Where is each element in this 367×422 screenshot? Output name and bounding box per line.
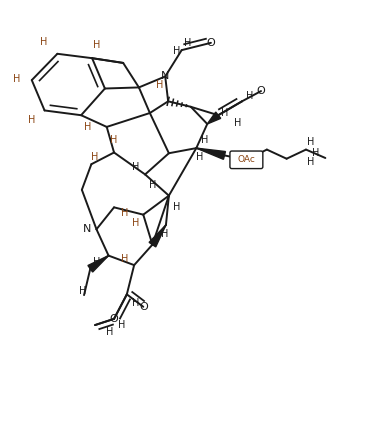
Text: N: N	[83, 224, 91, 234]
Text: H: H	[118, 320, 125, 330]
Text: H: H	[14, 74, 21, 84]
Text: O: O	[207, 38, 215, 48]
Text: H: H	[161, 229, 168, 239]
FancyBboxPatch shape	[230, 151, 263, 169]
Polygon shape	[196, 148, 225, 160]
Text: H: H	[246, 91, 254, 101]
Text: H: H	[93, 40, 101, 50]
Text: H: H	[221, 108, 228, 118]
Text: H: H	[131, 298, 139, 308]
Text: H: H	[121, 208, 128, 218]
Text: OAc: OAc	[237, 155, 255, 164]
Text: H: H	[149, 180, 156, 189]
Text: H: H	[196, 152, 204, 162]
Text: H: H	[40, 37, 47, 47]
Text: H: H	[184, 38, 192, 48]
Text: H: H	[307, 137, 315, 146]
Polygon shape	[207, 112, 221, 124]
Text: H: H	[156, 80, 163, 90]
Text: H: H	[132, 162, 140, 172]
Text: H: H	[91, 152, 99, 162]
Text: N: N	[161, 71, 170, 81]
Text: H: H	[28, 115, 36, 125]
Text: H: H	[131, 218, 139, 228]
Polygon shape	[149, 225, 166, 247]
Text: H: H	[106, 327, 113, 337]
Polygon shape	[88, 256, 109, 272]
Text: H: H	[173, 202, 181, 212]
Text: H: H	[312, 148, 320, 157]
Text: H: H	[110, 135, 117, 145]
Text: H: H	[79, 286, 87, 296]
Text: O: O	[257, 86, 265, 96]
Text: O: O	[110, 314, 119, 324]
Text: H: H	[201, 135, 208, 145]
Text: H: H	[84, 122, 91, 132]
Text: H: H	[121, 254, 129, 264]
Text: H: H	[172, 46, 180, 56]
Text: H: H	[234, 118, 241, 128]
Text: O: O	[139, 302, 148, 312]
Text: H: H	[307, 157, 315, 167]
Text: H: H	[93, 257, 100, 267]
